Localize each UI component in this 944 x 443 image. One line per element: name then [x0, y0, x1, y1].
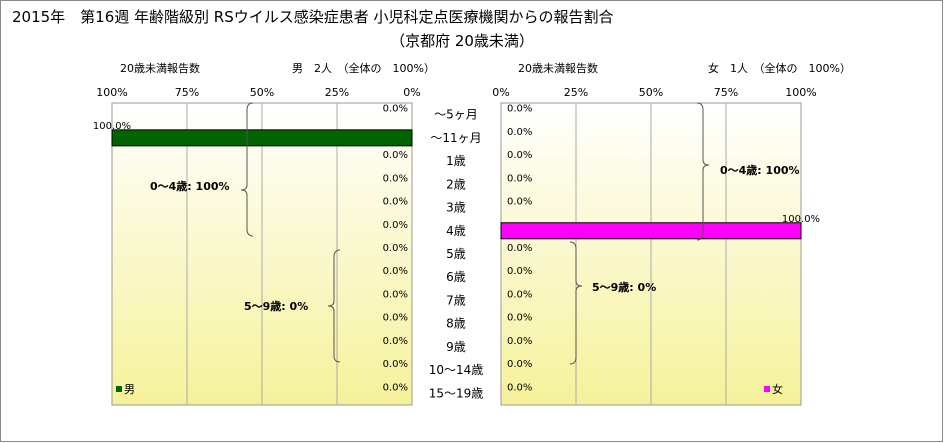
chart-subtitle: （京都府 20歳未満）	[390, 32, 534, 50]
male-data-label: 0.0%	[383, 197, 408, 208]
category-label: ～11ヶ月	[430, 131, 481, 145]
male-data-label: 0.0%	[383, 150, 408, 161]
female-total-header: 女 1人 （全体の 100%）	[708, 61, 851, 75]
female-data-label: 100.0%	[782, 214, 820, 225]
category-label: 10～14歳	[429, 363, 484, 377]
male-data-label: 0.0%	[383, 359, 408, 370]
male-bar	[111, 129, 413, 147]
female-data-label: 0.0%	[507, 104, 532, 115]
category-label: ～5ヶ月	[434, 108, 478, 122]
male-count-header: 20歳未満報告数	[120, 62, 200, 75]
female-bracket-5-9-label: 5～9歳: 0%	[592, 280, 656, 294]
female-data-label: 0.0%	[507, 336, 532, 347]
male-axis-ticks: 100% 75% 50% 25% 0%	[96, 86, 420, 99]
male-tick-label: 75%	[175, 86, 199, 99]
female-data-label: 0.0%	[507, 289, 532, 300]
male-bars	[111, 129, 413, 147]
male-data-label: 100.0%	[93, 121, 131, 132]
male-data-labels: 0.0% 100.0% 0.0% 0.0% 0.0% 0.0% 0.0% 0.0% 0.0% 0.…	[93, 104, 408, 394]
category-label: 4歳	[446, 224, 466, 238]
category-label: 3歳	[446, 201, 466, 215]
male-tick-label: 0%	[403, 86, 420, 99]
female-tick-label: 25%	[564, 86, 588, 99]
female-data-label: 0.0%	[507, 243, 532, 254]
category-label: 6歳	[446, 270, 466, 284]
female-tick-label: 100%	[785, 86, 816, 99]
male-panel: 100% 75% 50% 25% 0% 0.0%100.0%0.0%0.0%0.0%0.…	[93, 86, 421, 406]
male-data-label: 0.0%	[383, 173, 408, 184]
category-label: 1歳	[446, 154, 466, 168]
age-category-labels: ～5ヶ月 ～11ヶ月 1歳 2歳 3歳 4歳 5歳 6歳 7歳 8歳 9歳 10～14歳 15～19歳	[429, 108, 484, 401]
male-legend-swatch	[116, 386, 122, 392]
male-data-label: 0.0%	[383, 289, 408, 300]
female-axis-ticks: 0% 25% 50% 75% 100%	[492, 86, 816, 99]
female-bracket-0-4	[696, 102, 710, 241]
category-label: 8歳	[446, 317, 466, 331]
male-bracket-0-4-label: 0～4歳: 100%	[150, 179, 230, 193]
female-data-label: 0.0%	[507, 150, 532, 161]
category-label: 15～19歳	[429, 386, 484, 400]
female-data-label: 0.0%	[507, 359, 532, 370]
male-data-label: 0.0%	[383, 313, 408, 324]
male-legend-label: 男	[124, 383, 135, 396]
male-total-header: 男 2人 （全体の 100%）	[292, 61, 435, 75]
male-bracket-0-4	[240, 102, 254, 237]
male-bracket-5-9-label: 5～9歳: 0%	[244, 299, 308, 313]
female-data-label: 0.0%	[507, 197, 532, 208]
category-label: 7歳	[446, 293, 466, 307]
male-tick-label: 25%	[325, 86, 349, 99]
female-data-label: 0.0%	[507, 266, 532, 277]
female-bracket-0-4-label: 0～4歳: 100%	[720, 163, 800, 177]
male-tick-label: 50%	[250, 86, 274, 99]
male-data-label: 0.0%	[383, 104, 408, 115]
male-tick-label: 100%	[96, 86, 127, 99]
category-label: 2歳	[446, 177, 466, 191]
male-data-label: 0.0%	[383, 336, 408, 347]
female-data-label: 0.0%	[507, 313, 532, 324]
female-panel: 0% 25% 50% 75% 100% 0.0% 0.0% 0.0% 0.0% 0.0% 100.…	[492, 86, 820, 406]
male-bracket-5-9	[327, 249, 341, 363]
male-data-label: 0.0%	[383, 382, 408, 393]
female-bar	[500, 222, 802, 240]
female-tick-label: 50%	[639, 86, 663, 99]
male-data-label: 0.0%	[383, 220, 408, 231]
female-data-label: 0.0%	[507, 382, 532, 393]
chart-title: 2015年 第16週 年齢階級別 RSウイルス感染症患者 小児科定点医療機関から…	[12, 8, 614, 26]
female-data-label: 0.0%	[507, 173, 532, 184]
female-bars	[500, 222, 802, 240]
male-data-label: 0.0%	[383, 266, 408, 277]
category-label: 5歳	[446, 247, 466, 261]
female-bracket-5-9	[569, 241, 583, 365]
female-data-labels: 0.0% 0.0% 0.0% 0.0% 0.0% 100.0% 0.0% 0.0% 0.0% 0.…	[507, 104, 820, 394]
male-data-label: 0.0%	[383, 243, 408, 254]
female-tick-label: 75%	[714, 86, 738, 99]
female-data-label: 0.0%	[507, 127, 532, 138]
female-legend-swatch	[764, 386, 770, 392]
female-count-header: 20歳未満報告数	[518, 62, 598, 75]
category-label: 9歳	[446, 340, 466, 354]
female-tick-label: 0%	[492, 86, 509, 99]
male-gridlines	[186, 103, 338, 405]
female-legend-label: 女	[772, 382, 783, 396]
